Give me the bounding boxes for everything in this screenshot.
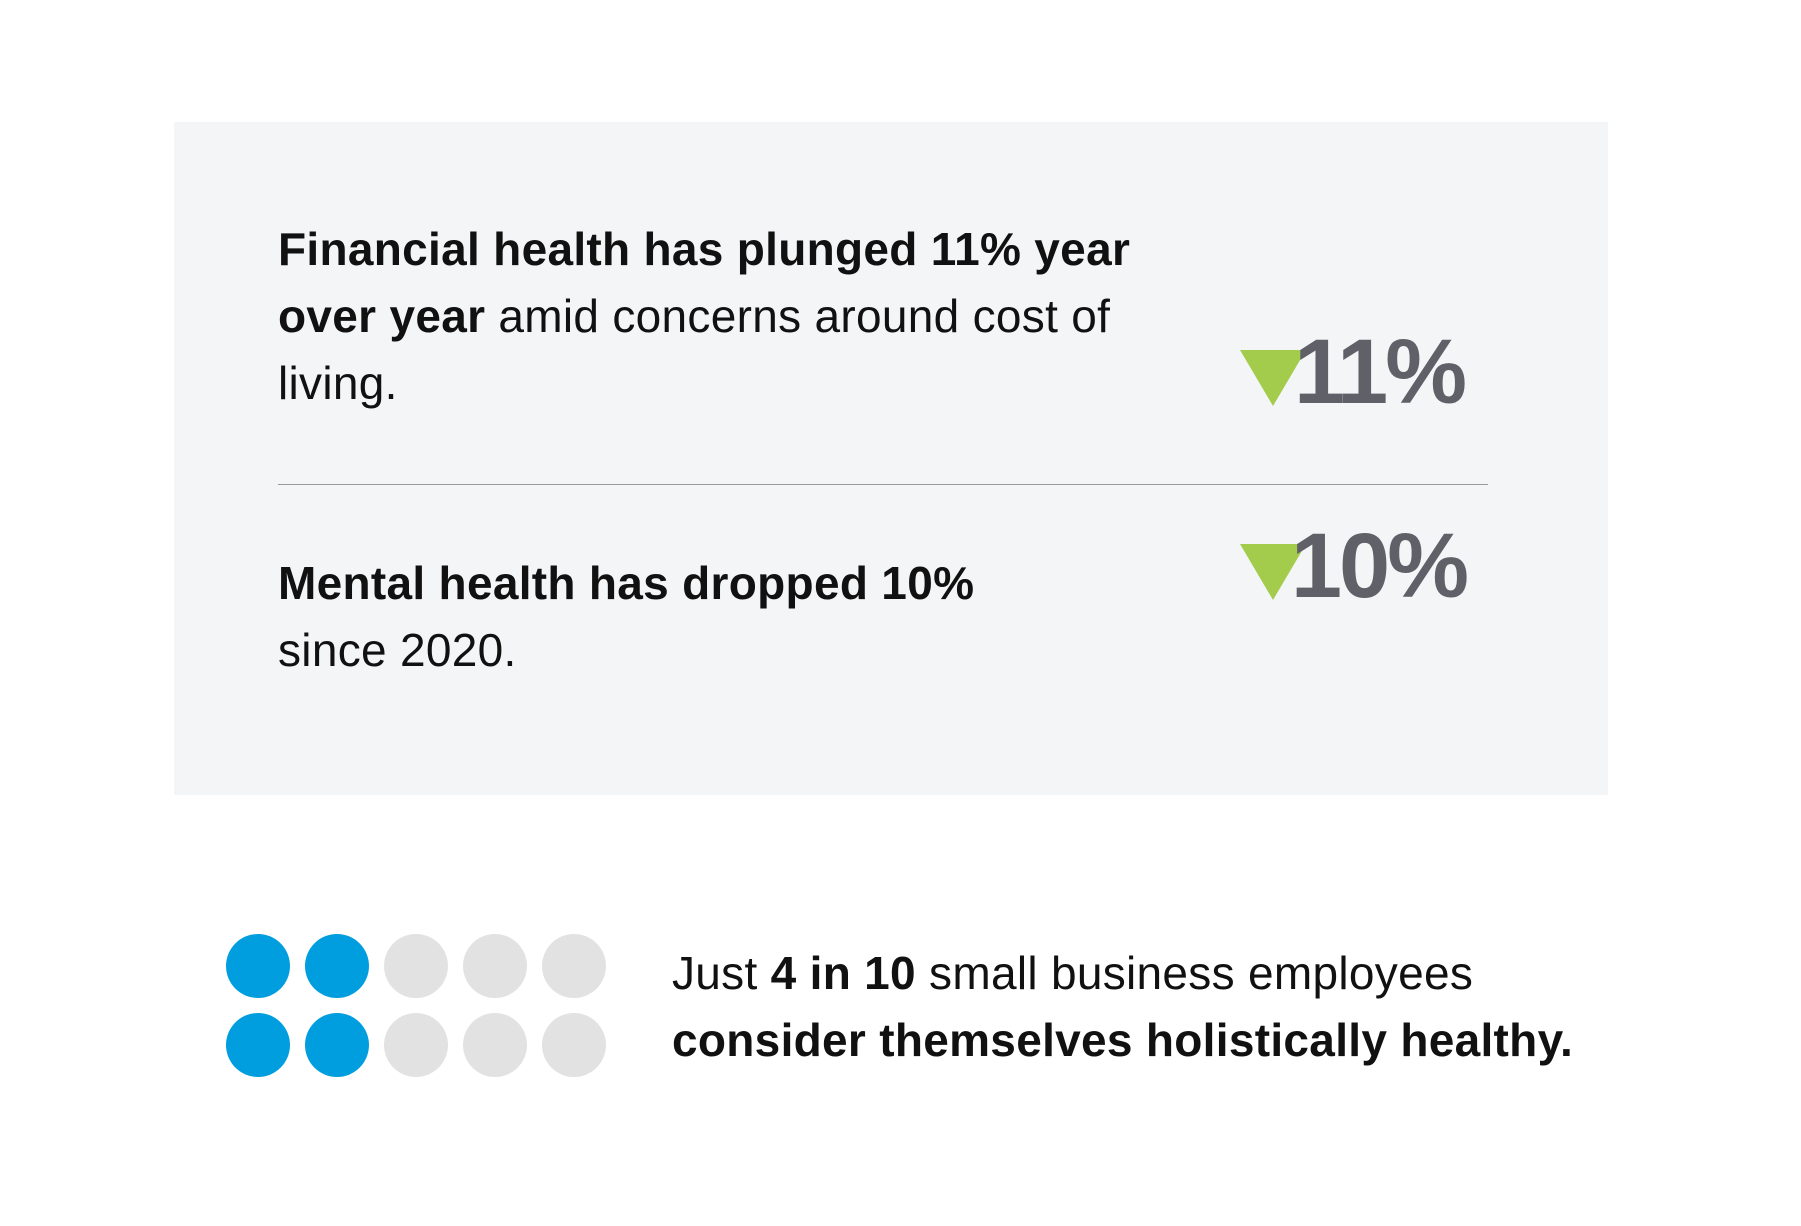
stat-description: Mental health has dropped 10% since 2020… [278, 550, 1158, 684]
footer-bold-end: consider themselves holistically healthy… [672, 1014, 1574, 1066]
footer-prefix: Just [672, 947, 771, 999]
divider [278, 484, 1488, 485]
pictogram-dot [226, 1013, 290, 1077]
footer-highlight: 4 in 10 [770, 947, 916, 999]
pictogram-dot [463, 934, 527, 998]
pictogram-4-in-10 [226, 934, 606, 1078]
stat-bold-text: Mental health has dropped 10% [278, 557, 975, 609]
pictogram-dot [542, 1013, 606, 1077]
pictogram-dot [226, 934, 290, 998]
stat-description: Financial health has plunged 11% year ov… [278, 216, 1158, 417]
down-arrow-icon [1240, 350, 1306, 406]
stat-rest-text: since 2020. [278, 624, 517, 676]
stats-panel: Financial health has plunged 11% year ov… [174, 122, 1608, 795]
pictogram-dot [463, 1013, 527, 1077]
stat-value: 11% [1293, 321, 1467, 423]
footer-statement: Just 4 in 10 small business employees co… [672, 940, 1632, 1074]
stat-mental-health: Mental health has dropped 10% since 2020… [278, 516, 1488, 690]
pictogram-dot [305, 934, 369, 998]
down-arrow-icon [1240, 544, 1306, 600]
pictogram-dot [384, 1013, 448, 1077]
stat-rest-text: amid concerns around cost of living. [278, 290, 1111, 409]
stat-value: 10% [1290, 515, 1469, 617]
pictogram-dot [305, 1013, 369, 1077]
footer-middle: small business employees [915, 947, 1474, 999]
pictogram-dot [542, 934, 606, 998]
stat-financial-health: Financial health has plunged 11% year ov… [278, 216, 1488, 422]
pictogram-dot [384, 934, 448, 998]
stat-bold-text: Financial health has plunged 11% year ov… [278, 223, 1131, 342]
